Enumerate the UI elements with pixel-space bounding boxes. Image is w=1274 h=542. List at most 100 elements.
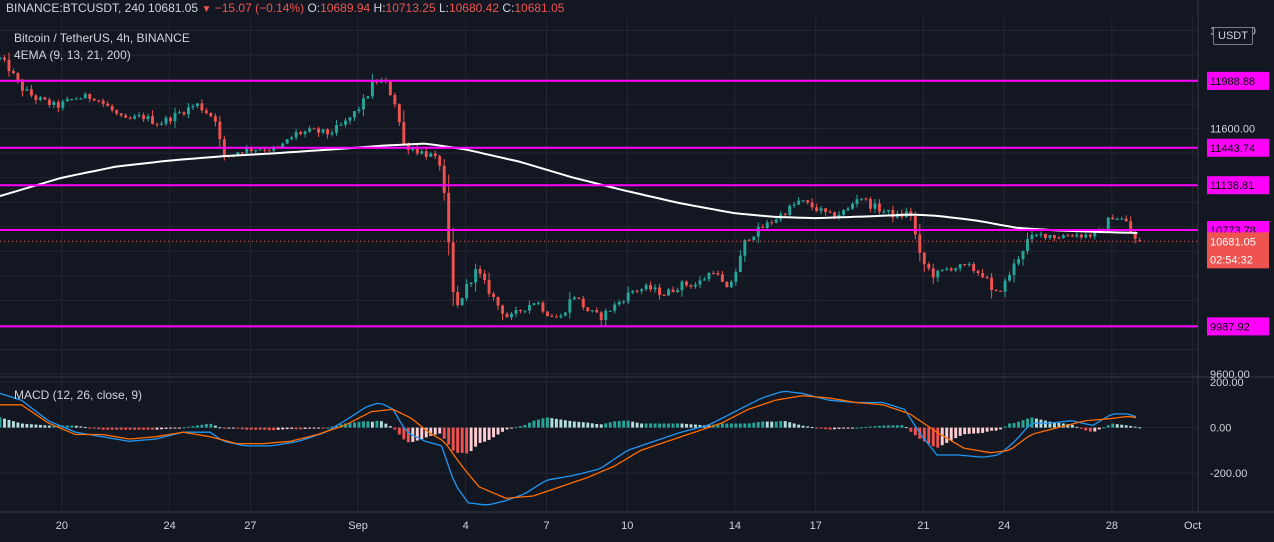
candle-down bbox=[110, 106, 114, 111]
ema-200-line bbox=[0, 142, 1138, 234]
candle-up bbox=[743, 239, 747, 256]
time-axis-tick-label: 20 bbox=[56, 520, 68, 532]
candle-down bbox=[783, 213, 787, 215]
candle-up bbox=[370, 81, 374, 97]
macd-histogram-bar bbox=[1097, 427, 1101, 430]
candle-up bbox=[882, 211, 886, 213]
candle-up bbox=[178, 112, 181, 114]
macd-histogram-bar bbox=[151, 427, 155, 430]
candle-up bbox=[1093, 231, 1097, 237]
candle-down bbox=[649, 285, 653, 290]
macd-histogram-bar bbox=[321, 427, 325, 429]
time-axis-tick-label: 24 bbox=[163, 520, 175, 532]
candle-up bbox=[559, 315, 563, 318]
macd-histogram-bar bbox=[451, 427, 455, 451]
macd-histogram-bar bbox=[1075, 426, 1079, 428]
candle-up bbox=[851, 203, 854, 209]
macd-histogram-bar bbox=[222, 427, 226, 429]
level-price-tag bbox=[1207, 176, 1269, 195]
macd-histogram-bar bbox=[662, 423, 666, 428]
level-price-label: 11138.81 bbox=[1210, 180, 1254, 192]
macd-histogram-bar bbox=[590, 423, 594, 428]
macd-histogram-bar bbox=[272, 427, 276, 431]
candle-up bbox=[245, 148, 249, 154]
candle-down bbox=[155, 123, 159, 125]
candle-up bbox=[308, 128, 312, 132]
macd-histogram-bar bbox=[1066, 424, 1070, 428]
candle-up bbox=[640, 289, 644, 292]
candle-down bbox=[34, 95, 38, 100]
close-value: 10681.05 bbox=[514, 1, 565, 15]
candle-down bbox=[554, 316, 558, 318]
macd-histogram-bar bbox=[680, 423, 684, 428]
candle-down bbox=[635, 290, 639, 292]
macd-histogram-bar bbox=[1021, 420, 1025, 428]
candle-up bbox=[1075, 234, 1079, 237]
open-value: 10689.94 bbox=[320, 1, 371, 15]
macd-histogram-bar bbox=[563, 420, 567, 428]
candle-down bbox=[828, 211, 832, 213]
candle-up bbox=[765, 222, 769, 228]
time-axis-tick-label: 21 bbox=[917, 520, 929, 532]
macd-histogram-bar bbox=[290, 427, 294, 429]
macd-histogram-bar bbox=[900, 425, 904, 428]
macd-histogram-bar bbox=[810, 427, 814, 429]
candle-up bbox=[1061, 235, 1065, 239]
macd-histogram-bar bbox=[38, 424, 42, 428]
candle-up bbox=[617, 302, 621, 305]
macd-histogram-bar bbox=[860, 427, 863, 429]
macd-histogram-bar bbox=[815, 427, 819, 429]
macd-histogram-bar bbox=[806, 426, 810, 428]
chart-title: Bitcoin / TetherUS, 4h, BINANCE bbox=[14, 31, 190, 45]
candle-up bbox=[469, 282, 473, 284]
last-price-label: 10681.05 bbox=[1210, 236, 1256, 248]
macd-axis-tick-label: 200.00 bbox=[1210, 377, 1244, 389]
candle-down bbox=[716, 273, 720, 275]
macd-histogram-bar bbox=[954, 427, 958, 439]
macd-histogram-bar bbox=[209, 423, 213, 428]
macd-histogram-bar bbox=[110, 427, 114, 430]
time-axis-tick-label: 24 bbox=[998, 520, 1010, 532]
currency-badge[interactable]: USDT bbox=[1213, 27, 1253, 45]
macd-histogram-bar bbox=[186, 426, 190, 428]
macd-histogram-bar bbox=[895, 425, 899, 428]
ema-indicator-legend[interactable]: 4EMA (9, 13, 21, 200) bbox=[14, 48, 131, 62]
candle-up bbox=[164, 117, 168, 124]
macd-histogram-bar bbox=[851, 427, 854, 429]
candle-up bbox=[0, 57, 2, 59]
macd-histogram-bar bbox=[312, 427, 316, 429]
candle-up bbox=[254, 149, 258, 152]
macd-histogram-bar bbox=[1008, 423, 1012, 428]
macd-histogram-bar bbox=[734, 423, 738, 428]
candle-up bbox=[626, 292, 630, 302]
macd-histogram-bar bbox=[649, 423, 653, 428]
level-price-label: 9987.92 bbox=[1210, 321, 1250, 333]
macd-histogram-bar bbox=[1026, 418, 1029, 428]
macd-histogram-bar bbox=[160, 427, 163, 430]
macd-histogram-bar bbox=[492, 427, 496, 438]
candle-up bbox=[842, 210, 845, 215]
candle-up bbox=[361, 98, 365, 110]
macd-indicator-legend[interactable]: MACD (12, 26, close, 9) bbox=[14, 388, 143, 402]
macd-histogram-bar bbox=[891, 425, 895, 428]
level-price-label: 11443.74 bbox=[1210, 143, 1255, 155]
candle-down bbox=[815, 207, 819, 211]
candle-down bbox=[976, 270, 980, 274]
macd-histogram-bar bbox=[115, 427, 119, 430]
macd-histogram-bar bbox=[1120, 424, 1124, 428]
candle-down bbox=[963, 264, 967, 266]
macd-histogram-bar bbox=[868, 426, 872, 428]
candle-up bbox=[70, 98, 74, 100]
macd-histogram-bar bbox=[976, 427, 980, 434]
macd-histogram-bar bbox=[873, 426, 877, 428]
macd-histogram-bar bbox=[3, 418, 6, 428]
close-label: C: bbox=[502, 1, 515, 15]
macd-histogram-bar bbox=[931, 427, 935, 447]
candle-up bbox=[353, 111, 356, 118]
macd-histogram-bar bbox=[545, 417, 549, 428]
candle-up bbox=[258, 149, 262, 151]
candle-up bbox=[1115, 219, 1119, 221]
macd-histogram-bar bbox=[133, 427, 137, 430]
macd-histogram-bar bbox=[519, 426, 522, 428]
